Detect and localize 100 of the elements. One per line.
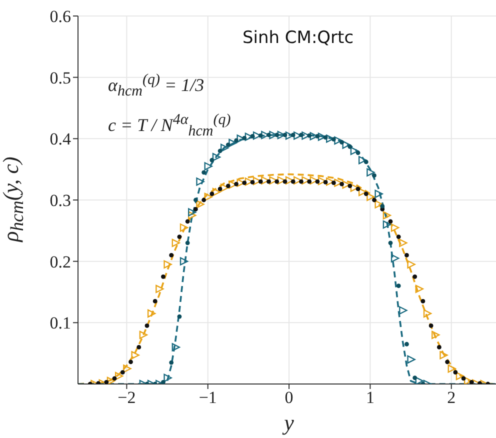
point [290,132,296,138]
point [139,330,148,340]
point [269,176,278,184]
point [228,138,237,148]
point [404,342,409,346]
point [331,180,336,186]
point [202,170,206,175]
point [220,184,229,192]
y-tick-label: 0.6 [50,7,71,26]
point [161,274,166,279]
point [242,136,247,140]
point [172,343,180,352]
point [364,160,368,164]
x-axis-title: y [281,410,295,436]
point [210,192,214,196]
point [334,178,342,187]
point [478,381,482,384]
point [156,284,164,294]
point [302,176,310,184]
point [114,372,124,380]
point [147,309,156,318]
point [307,179,312,184]
point [382,220,392,229]
point [364,192,368,196]
point [342,180,350,189]
y-tick-label: 0.4 [50,130,72,149]
point [120,370,125,375]
point [220,144,229,152]
point [152,299,158,304]
annotation: α$_{hcm}$$^{(q)}$ = 1/3 [108,72,204,101]
x-tick-label: −1 [198,388,217,408]
y-tick-label: 0.3 [50,191,71,210]
point [218,186,222,192]
y-tick-label: 0.2 [50,252,71,272]
point [212,188,221,196]
point [299,132,304,138]
point [396,234,401,239]
point [348,184,352,188]
point [177,314,182,319]
point [390,254,400,262]
point [374,200,383,208]
point [261,176,270,184]
point [461,376,466,381]
point [104,380,109,384]
point [318,176,326,186]
point [428,324,434,328]
point [340,140,344,145]
point [196,200,204,208]
point [290,179,296,184]
point [323,135,328,140]
point [399,306,408,314]
point [234,138,238,143]
x-tick-label: 1 [366,388,374,408]
point [407,260,416,268]
point [282,132,288,138]
point [372,173,376,178]
point [420,299,426,304]
point [396,284,401,288]
point [366,192,375,202]
point [374,190,383,198]
point [274,179,280,184]
point [204,162,212,170]
point [436,345,442,350]
point [188,208,196,216]
point [282,179,288,184]
x-tick-label: 2 [447,388,456,408]
point [196,178,204,186]
x-tick-label: −2 [118,388,136,408]
point [415,284,424,294]
point [193,207,198,212]
point [423,309,432,318]
point [326,178,334,186]
point [258,179,263,184]
point [169,253,174,258]
point [448,364,456,373]
point [258,133,263,138]
point [185,240,190,246]
point [388,240,393,246]
point [180,257,188,266]
text: Sinh CM:Qrtc [241,28,355,48]
point [185,219,190,224]
point [453,370,458,375]
point [372,198,376,202]
point [380,204,385,208]
point [340,182,344,186]
point [210,158,214,162]
point [164,374,172,382]
point [180,224,188,232]
point [131,351,140,360]
point [226,184,230,188]
point [407,355,416,364]
x-tick-label: 0 [284,388,294,408]
point [366,168,375,176]
point [164,260,172,268]
point [226,142,230,147]
point [415,376,424,384]
point [106,376,116,384]
point [315,134,320,138]
point [136,345,142,350]
point [356,186,360,192]
